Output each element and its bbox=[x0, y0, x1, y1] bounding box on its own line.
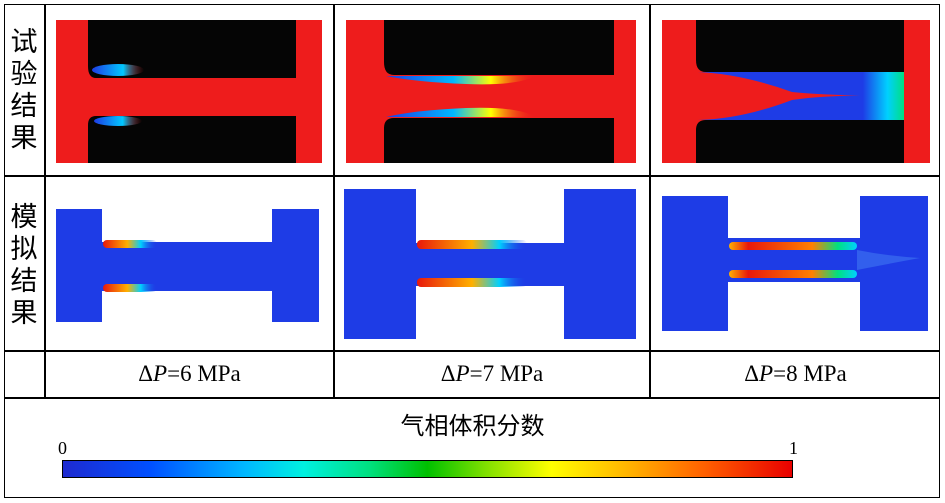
grid-line bbox=[4, 397, 940, 399]
simulation-image-7mpa bbox=[344, 189, 638, 339]
grid-line bbox=[4, 350, 940, 352]
colorbar bbox=[62, 460, 793, 478]
grid-line bbox=[4, 175, 940, 177]
colorbar-max-label: 1 bbox=[789, 438, 798, 458]
simulation-image-6mpa bbox=[56, 209, 322, 322]
experiment-row-label: 试 验 结 果 bbox=[10, 27, 38, 154]
simulation-row-label: 模 拟 结 果 bbox=[10, 202, 38, 329]
experiment-image-6mpa bbox=[56, 20, 322, 163]
grid-line bbox=[333, 4, 335, 398]
figure-frame bbox=[4, 4, 940, 498]
simulation-image-8mpa bbox=[662, 196, 930, 331]
colorbar-title: 气相体积分数 bbox=[400, 412, 545, 440]
grid-line bbox=[649, 4, 651, 398]
grid-line bbox=[44, 4, 46, 398]
experiment-image-7mpa bbox=[346, 20, 636, 163]
colorbar-min-label: 0 bbox=[58, 438, 67, 458]
experiment-image-8mpa bbox=[662, 20, 930, 163]
